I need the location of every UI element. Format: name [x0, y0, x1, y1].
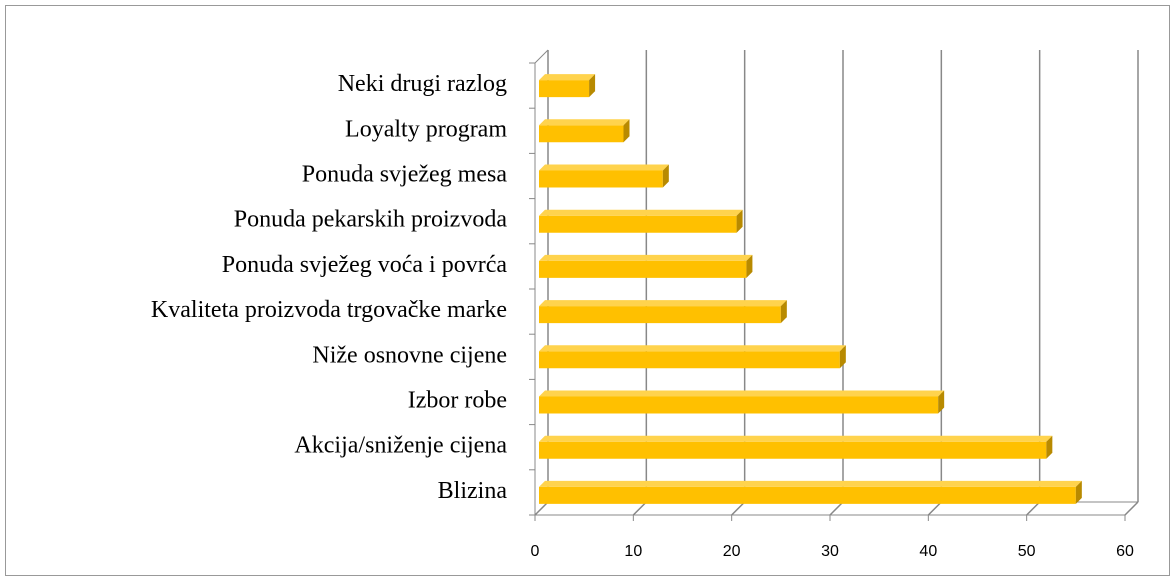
y-tick-label: Akcija/sniženje cijena — [294, 433, 507, 459]
bar-side — [736, 209, 743, 233]
bar — [539, 164, 669, 188]
grid-line — [1124, 501, 1139, 516]
bar — [539, 345, 846, 369]
grid-line — [731, 501, 746, 516]
bar-front — [539, 486, 1076, 504]
bar — [539, 119, 630, 143]
y-tick-label: Loyalty program — [345, 116, 507, 142]
bar-side — [1075, 480, 1082, 504]
bar-side — [662, 164, 669, 188]
bar-top — [539, 254, 753, 261]
x-tick-label: 30 — [821, 543, 839, 560]
chart-border — [5, 5, 1170, 576]
x-tick-label: 0 — [531, 543, 540, 560]
y-tick-label: Niže osnovne cijene — [312, 342, 507, 368]
grid-line — [1026, 501, 1041, 516]
bar-top — [539, 345, 846, 352]
bar — [539, 390, 945, 414]
bar-front — [539, 306, 781, 324]
bar-side — [938, 390, 945, 414]
bar-side — [623, 119, 630, 143]
y-tick-label: Neki drugi razlog — [338, 71, 507, 97]
grid-line — [534, 501, 549, 516]
bar — [539, 209, 743, 233]
y-tick-label: Ponuda svježeg mesa — [302, 162, 508, 188]
x-tick-label: 40 — [919, 543, 937, 560]
bar-top — [539, 74, 596, 81]
bar-side — [839, 345, 846, 369]
grid-line — [927, 501, 942, 516]
x-tick-label: 50 — [1018, 543, 1036, 560]
bar-front — [539, 170, 663, 188]
bar-front — [539, 215, 737, 233]
bar-front — [539, 125, 624, 143]
bar-front — [539, 351, 840, 369]
bar-side — [1046, 435, 1053, 459]
bar — [539, 74, 596, 98]
y-tick-label: Ponuda svježeg voća i povrća — [222, 252, 508, 278]
bar-top — [539, 390, 945, 397]
y-tick-label: Blizina — [438, 478, 508, 504]
bar — [539, 480, 1082, 504]
bar-top — [539, 164, 669, 171]
bar-side — [589, 74, 596, 98]
bar — [539, 254, 753, 278]
bar-front — [539, 260, 747, 278]
bar-top — [539, 480, 1082, 487]
bar — [539, 435, 1053, 459]
grid-line — [632, 501, 647, 516]
bar-front — [539, 80, 590, 98]
bar-top — [539, 209, 743, 216]
axis-line — [534, 49, 549, 64]
bar-top — [539, 300, 787, 307]
bar-side — [746, 254, 753, 278]
bar-front — [539, 396, 939, 414]
bar-front — [539, 441, 1047, 459]
x-tick-label: 60 — [1116, 543, 1134, 560]
bar-side — [780, 300, 787, 324]
x-tick-label: 10 — [624, 543, 642, 560]
bar-top — [539, 119, 630, 126]
bar-top — [539, 435, 1053, 442]
y-tick-label: Ponuda pekarskih proizvoda — [234, 207, 508, 233]
y-tick-label: Izbor robe — [408, 388, 507, 414]
bar — [539, 300, 787, 324]
y-tick-label: Kvaliteta proizvoda trgovačke marke — [151, 297, 507, 323]
grid-line — [829, 501, 844, 516]
x-tick-label: 20 — [723, 543, 741, 560]
